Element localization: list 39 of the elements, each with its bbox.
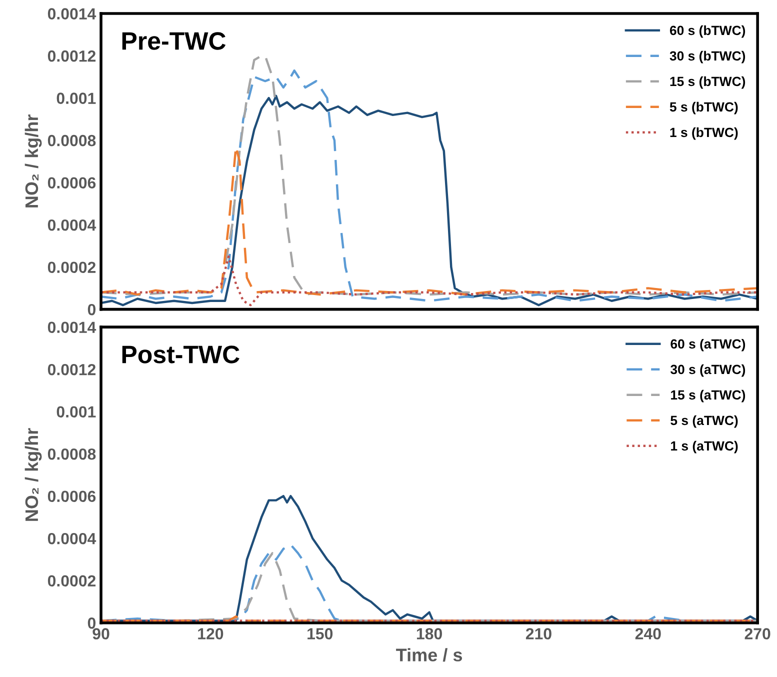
y-tick-label: 0.0004 bbox=[48, 219, 96, 231]
x-axis-title: Time / s bbox=[396, 648, 462, 662]
y-tick-label: 0 bbox=[88, 617, 96, 629]
y-tick-label: 0.0014 bbox=[48, 8, 96, 20]
legend-label: 30 s (bTWC) bbox=[670, 50, 746, 64]
y-tick-label: 0.0006 bbox=[48, 490, 96, 502]
y-axis-title: NO₂ / kg/hr bbox=[24, 114, 42, 208]
y-tick-label: 0.001 bbox=[56, 406, 96, 418]
x-tick-label: 180 bbox=[416, 628, 442, 640]
legend-label: 15 s (bTWC) bbox=[670, 76, 746, 89]
y-tick-label: 0.0002 bbox=[48, 262, 96, 274]
y-tick-label: 0.0008 bbox=[48, 134, 96, 146]
y-tick-label: 0 bbox=[88, 304, 96, 316]
x-tick-label: 90 bbox=[92, 628, 110, 640]
y-axis-title: NO₂ / kg/hr bbox=[24, 428, 42, 521]
legend-label: 5 s (bTWC) bbox=[670, 102, 738, 114]
legend-label: 60 s (bTWC) bbox=[670, 25, 746, 38]
x-tick-label: 210 bbox=[526, 628, 552, 640]
y-tick-label: 0.0008 bbox=[48, 448, 96, 460]
legend-label: 30 s (aTWC) bbox=[670, 364, 746, 377]
legend-label: 1 s (aTWC) bbox=[671, 440, 738, 454]
line-series bbox=[101, 255, 758, 306]
text: Pre-TWC bbox=[122, 32, 226, 50]
legend-label: 15 s (aTWC) bbox=[671, 390, 746, 402]
y-tick-label: 0.0012 bbox=[48, 50, 96, 62]
text: Post-TWC bbox=[122, 346, 240, 364]
y-tick-label: 0.0004 bbox=[48, 532, 96, 544]
y-tick-label: 0.0002 bbox=[48, 575, 96, 587]
y-tick-label: 0.0012 bbox=[48, 364, 96, 376]
x-tick-label: 120 bbox=[198, 628, 224, 640]
legend-label: 60 s (aTWC) bbox=[670, 338, 746, 352]
legend-label: 1 s (bTWC) bbox=[670, 127, 738, 140]
x-tick-label: 150 bbox=[308, 628, 333, 640]
x-tick-label: 240 bbox=[635, 628, 661, 640]
y-tick-label: 0.001 bbox=[56, 92, 96, 104]
legend-label: 5 s (aTWC) bbox=[670, 415, 738, 428]
x-tick-label: 270 bbox=[744, 628, 770, 640]
y-tick-label: 0.0006 bbox=[48, 177, 96, 188]
y-tick-label: 0.0014 bbox=[48, 322, 96, 334]
